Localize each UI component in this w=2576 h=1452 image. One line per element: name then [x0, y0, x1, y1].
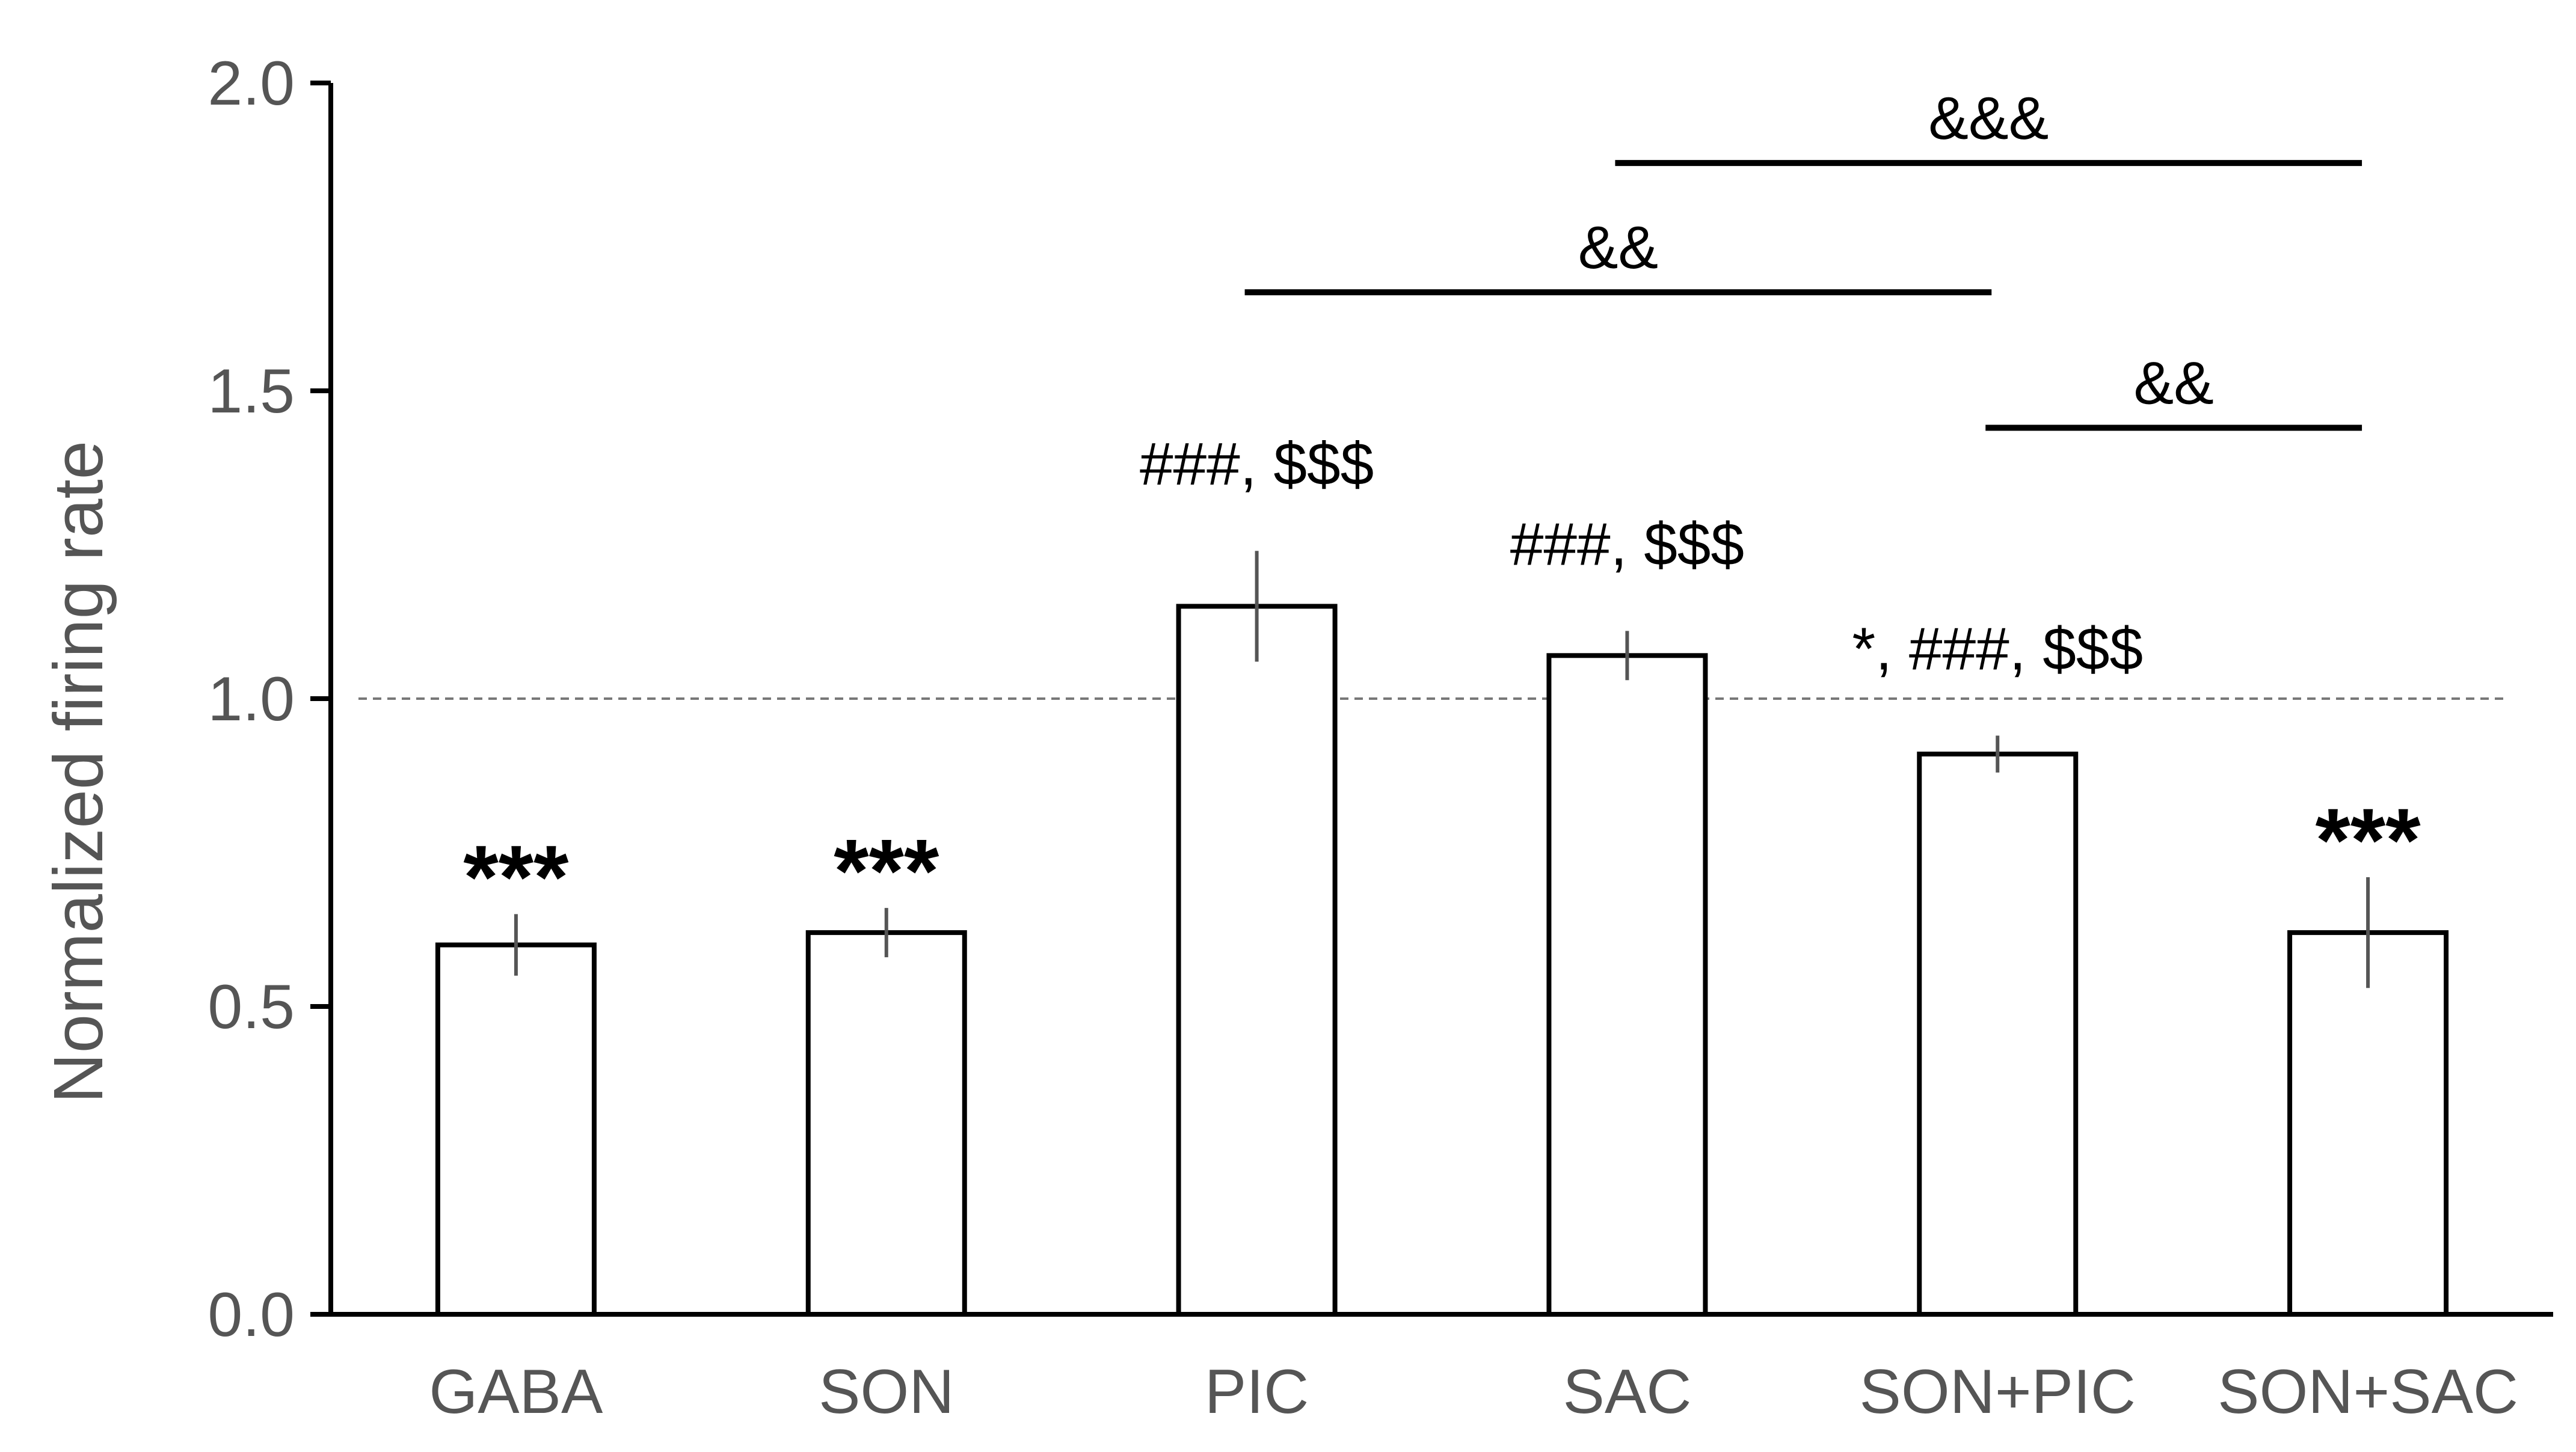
- x-tick-label: GABA: [429, 1357, 603, 1427]
- significance-label: *, ###, $$$: [1852, 615, 2143, 682]
- x-axis-labels: GABA SON PIC SAC SON+PIC SON+SAC: [429, 1357, 2518, 1427]
- error-bars: [514, 551, 2370, 988]
- bracket-label: &&: [1578, 214, 1658, 281]
- bar-pic: [1176, 604, 1338, 1317]
- significance-label: ###, $$$: [1140, 430, 1374, 498]
- bar-son-sac: [2287, 930, 2449, 1317]
- comparison-brackets: &&&&&&&: [1244, 85, 2362, 431]
- bracket-label: &&&: [1928, 85, 2049, 152]
- significance-label: ###, $$$: [1510, 510, 1744, 578]
- bar-son: [805, 930, 967, 1317]
- y-tick-label: 2.0: [207, 49, 295, 118]
- bar-son-pic: [1917, 752, 2079, 1317]
- bar-sac: [1546, 653, 1708, 1317]
- x-tick-label: SAC: [1563, 1357, 1691, 1427]
- y-tick-label: 1.0: [207, 664, 295, 734]
- y-tick-label: 0.5: [207, 972, 295, 1042]
- bracket-label: &&: [2133, 349, 2213, 417]
- significance-label: ***: [834, 820, 939, 921]
- x-tick-label: SON+PIC: [1860, 1357, 2136, 1427]
- significance-label: ***: [2316, 789, 2421, 890]
- y-axis-title: Normalized firing rate: [39, 441, 117, 1103]
- bars: [435, 604, 2449, 1317]
- y-axis-ticks: 0.0 0.5 1.0 1.5 2.0: [207, 49, 331, 1350]
- bar-gaba: [435, 942, 597, 1317]
- x-tick-label: PIC: [1205, 1357, 1309, 1427]
- y-tick-label: 1.5: [207, 357, 295, 426]
- y-tick-label: 0.0: [207, 1280, 295, 1350]
- significance-label: ***: [463, 826, 569, 927]
- x-tick-label: SON+SAC: [2218, 1357, 2518, 1427]
- significance-labels: *** *** ###, $$$ ###, $$$ *, ###, $$$ ***: [463, 430, 2421, 927]
- x-tick-label: SON: [819, 1357, 954, 1427]
